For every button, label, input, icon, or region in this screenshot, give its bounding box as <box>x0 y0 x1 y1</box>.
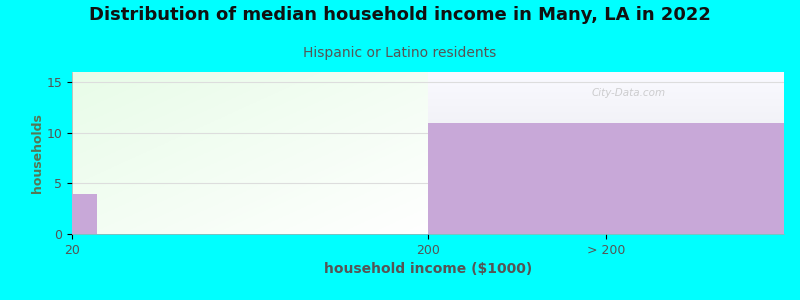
Y-axis label: households: households <box>30 113 44 193</box>
Bar <box>428 123 784 234</box>
Text: City-Data.com: City-Data.com <box>592 88 666 98</box>
Bar <box>72 194 97 234</box>
Text: Hispanic or Latino residents: Hispanic or Latino residents <box>303 46 497 61</box>
X-axis label: household income ($1000): household income ($1000) <box>324 262 532 276</box>
Text: Distribution of median household income in Many, LA in 2022: Distribution of median household income … <box>89 6 711 24</box>
